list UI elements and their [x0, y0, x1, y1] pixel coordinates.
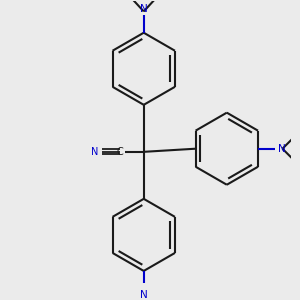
Text: N: N [91, 147, 98, 157]
Text: C: C [117, 147, 123, 157]
Text: N: N [278, 144, 286, 154]
Text: N: N [140, 4, 148, 14]
Text: N: N [140, 290, 148, 300]
